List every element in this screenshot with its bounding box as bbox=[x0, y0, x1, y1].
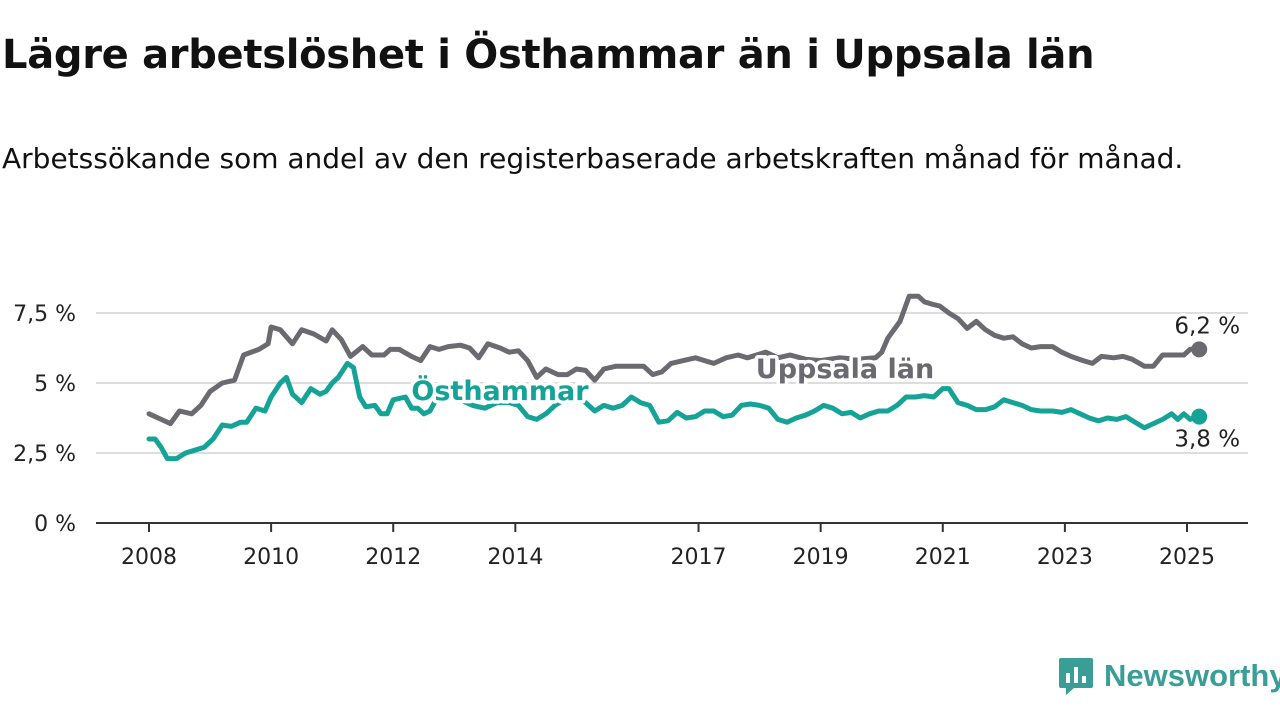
series-name-label-0: Uppsala län bbox=[756, 354, 934, 385]
series-labels: Uppsala län 6,2 % Östhammar 3,8 % bbox=[408, 310, 1243, 455]
chart-title: Lägre arbetslöshet i Östhammar än i Upps… bbox=[2, 32, 1095, 78]
series-last-value-0: 6,2 % bbox=[1174, 313, 1240, 339]
x-tick-label: 2010 bbox=[243, 545, 299, 570]
x-tick-label: 2023 bbox=[1037, 545, 1093, 570]
chart-subtitle: Arbetssökande som andel av den registerb… bbox=[2, 142, 1184, 175]
y-tick-label: 2,5 % bbox=[13, 442, 76, 467]
series-endpoint-1 bbox=[1191, 408, 1208, 425]
x-tick-label: 2019 bbox=[793, 545, 849, 570]
brand-name: Newsworthy bbox=[1104, 658, 1280, 693]
series-line-1 bbox=[146, 360, 1202, 462]
y-axis-ticks: 0 % 2,5 % 5 % 7,5 % bbox=[13, 302, 76, 537]
series-last-value-1: 3,8 % bbox=[1174, 427, 1240, 453]
x-tick-label: 2014 bbox=[487, 545, 543, 570]
y-tick-label: 5 % bbox=[34, 372, 76, 397]
x-tick-label: 2025 bbox=[1159, 545, 1215, 570]
series-line-0 bbox=[146, 293, 1202, 427]
series-name-label-1: Östhammar bbox=[411, 374, 589, 407]
series-endpoint-0 bbox=[1191, 341, 1208, 358]
x-axis-ticks: 2008 2010 2012 2014 2017 2019 2021 2023 2025 bbox=[121, 523, 1215, 570]
x-tick-label: 2012 bbox=[365, 545, 421, 570]
x-tick-label: 2017 bbox=[671, 545, 727, 570]
newsworthy-logo: Newsworthy bbox=[1058, 654, 1280, 698]
x-tick-label: 2021 bbox=[915, 545, 971, 570]
series-lines bbox=[146, 293, 1202, 462]
newsworthy-chart-icon bbox=[1059, 658, 1093, 695]
y-tick-label: 7,5 % bbox=[13, 302, 76, 327]
y-tick-label: 0 % bbox=[34, 512, 76, 537]
x-tick-label: 2008 bbox=[121, 545, 177, 570]
